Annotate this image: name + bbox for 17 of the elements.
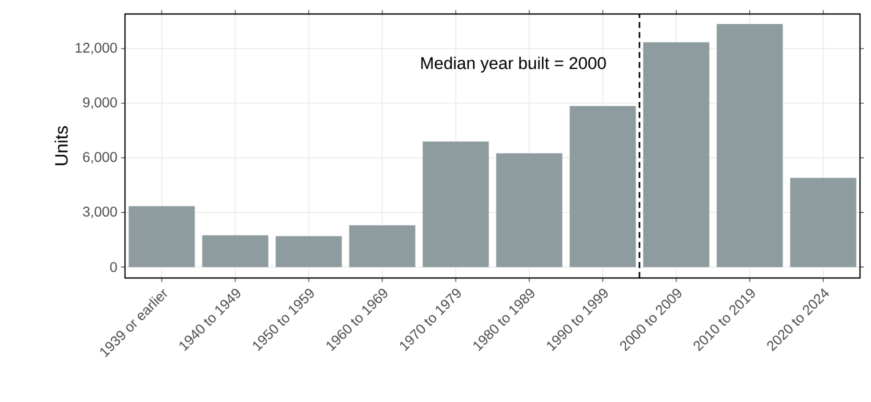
bar — [422, 141, 489, 268]
bar — [570, 106, 636, 268]
bar — [349, 225, 416, 268]
bar — [496, 153, 562, 268]
y-axis-title: Units — [54, 126, 68, 166]
bar — [202, 235, 268, 268]
bar — [276, 236, 342, 268]
ref-line-label: Median year built = 2000 — [421, 56, 606, 73]
bar — [643, 42, 710, 268]
bar — [716, 24, 783, 268]
bar — [128, 206, 195, 268]
y-tick-label: 0 — [110, 262, 117, 272]
y-tick-label: 9,000 — [83, 97, 117, 109]
y-tick-label: 6,000 — [83, 152, 117, 164]
y-tick-label: 3,000 — [82, 206, 117, 218]
y-tick-label: 12,000 — [76, 42, 117, 54]
bar — [790, 178, 856, 268]
